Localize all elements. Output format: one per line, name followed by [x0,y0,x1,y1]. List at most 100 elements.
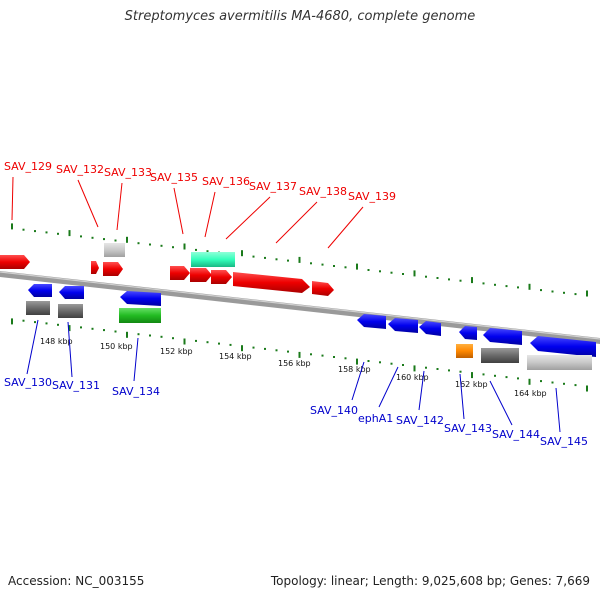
gene-label[interactable]: SAV_143 [444,422,492,435]
gene-label[interactable]: SAV_134 [112,385,160,398]
minor-tick [287,259,289,262]
minor-tick [505,376,508,379]
minor-tick [195,248,197,251]
minor-tick [80,235,82,238]
gene-feature[interactable] [0,255,30,269]
minor-tick [505,285,508,288]
gene-feature[interactable] [190,268,212,282]
minor-tick [275,349,278,352]
gene-label[interactable]: SAV_130 [4,376,52,389]
major-tick [241,345,243,352]
gene-feature[interactable] [357,314,386,329]
minor-tick [195,339,197,342]
minor-tick [114,330,117,333]
kbp-tick-label: 164 kbp [514,389,547,398]
gene-label[interactable]: SAV_133 [104,166,152,179]
minor-tick [275,258,278,261]
minor-tick [333,356,335,358]
gene-feature[interactable] [530,336,596,357]
minor-tick [379,361,381,364]
gene-label[interactable]: SAV_145 [540,435,588,448]
minor-tick [22,319,25,322]
gene-label[interactable]: SAV_138 [299,185,347,198]
gene-label-leader [116,182,123,231]
minor-tick [402,273,404,275]
minor-tick [482,282,485,285]
minor-tick [172,337,174,340]
gene-label-leader [418,370,425,411]
gene-feature[interactable] [459,326,477,340]
major-tick [528,378,531,385]
gene-feature[interactable] [59,286,84,299]
gene-label[interactable]: SAV_132 [56,163,104,176]
gene-label[interactable]: SAV_136 [202,175,250,188]
minor-tick [367,360,370,362]
minor-tick [494,283,496,286]
minor-tick [563,291,565,294]
gene-feature[interactable] [233,272,310,293]
gene-feature[interactable] [191,252,235,267]
minor-tick [34,230,36,233]
gene-feature[interactable] [91,261,99,274]
gene-feature[interactable] [170,266,190,280]
gene-label-leader [26,319,39,375]
gene-label[interactable]: SAV_137 [249,180,297,193]
kbp-tick-label: 158 kbp [338,365,371,374]
gene-feature[interactable] [120,291,161,306]
gene-feature[interactable] [58,304,83,318]
gene-feature[interactable] [456,344,473,358]
minor-tick [160,335,163,338]
gene-feature[interactable] [26,301,50,315]
minor-tick [103,238,105,241]
major-tick [471,372,473,379]
gene-feature[interactable] [527,355,592,370]
major-tick [356,263,358,270]
kbp-tick-labels: 148 kbp 150 kbp 152 kbp 154 kbp 156 kbp 158 k… [40,337,547,398]
gene-feature[interactable] [104,243,125,257]
gene-label[interactable]: ephA1 [358,412,393,425]
minor-tick [436,277,439,279]
kbp-tick-label: 154 kbp [219,352,252,361]
major-tick [528,283,531,290]
minor-tick [344,357,347,360]
minor-tick [448,369,450,372]
kbp-tick-label: 148 kbp [40,337,73,346]
minor-tick [367,269,370,271]
backbone-highlight [0,271,600,340]
minor-tick [379,270,381,273]
major-tick [183,338,186,345]
gene-feature[interactable] [483,328,522,345]
gene-feature[interactable] [388,318,418,333]
gene-feature[interactable] [119,308,161,323]
minor-tick [34,321,36,324]
major-tick [413,270,416,277]
genome-title: Streptomyces avermitilis MA-4680, comple… [124,9,476,24]
minor-tick [149,243,151,246]
gene-feature[interactable] [211,270,232,284]
gene-label[interactable]: SAV_129 [4,160,52,173]
gene-label[interactable]: SAV_135 [150,171,198,184]
gene-feature[interactable] [312,281,334,296]
gene-label[interactable]: SAV_144 [492,428,540,441]
minor-tick [425,275,427,278]
minor-tick [563,382,565,385]
gene-label[interactable]: SAV_142 [396,414,444,427]
minor-tick [321,263,324,266]
gene-label-leader [378,366,399,408]
minor-tick [91,236,94,239]
major-tick [356,358,358,365]
minor-tick [287,350,289,353]
minor-tick [80,326,82,329]
minor-tick [494,374,496,377]
gene-feature[interactable] [28,284,52,297]
minor-tick [137,242,140,245]
gene-label-leader [11,176,14,221]
gene-label[interactable]: SAV_140 [310,404,358,417]
major-tick [471,277,473,284]
gene-feature[interactable] [419,321,441,336]
gene-label-leader [275,201,318,244]
gene-feature[interactable] [481,348,519,363]
gene-label[interactable]: SAV_139 [348,190,396,203]
gene-feature[interactable] [103,262,123,276]
gene-label[interactable]: SAV_131 [52,379,100,392]
